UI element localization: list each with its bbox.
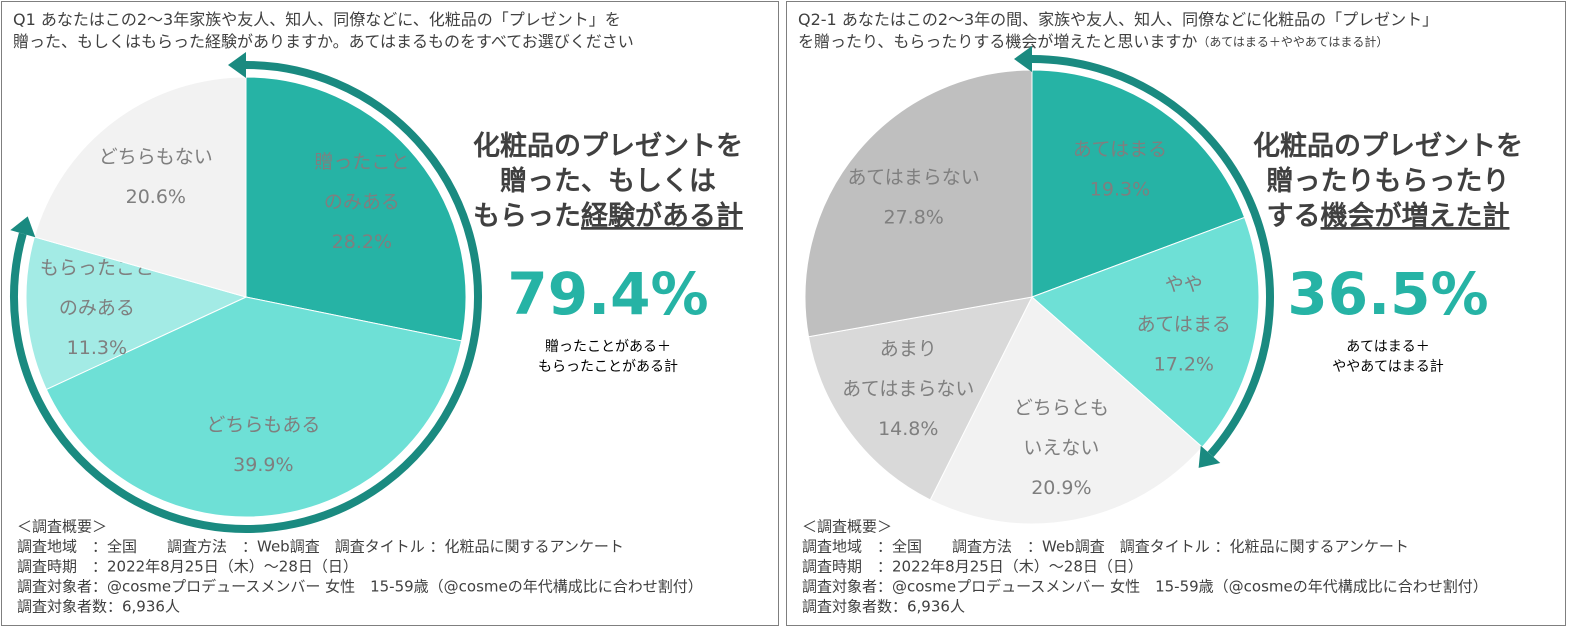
total-note: もらったことがある計 bbox=[538, 359, 678, 375]
survey-note: 調査対象者：@cosmeプロデュースメンバー 女性 15-59歳（@cosmeの… bbox=[17, 578, 703, 596]
slice-label: いえない bbox=[1023, 437, 1099, 459]
chart-title: 贈った、もしくはもらった経験がありますか。あてはまるものをすべてお選びください bbox=[13, 32, 634, 51]
survey-note: 調査対象者数：6,936人 bbox=[17, 598, 180, 616]
slice-value-label: 14.8% bbox=[878, 418, 938, 440]
chart-title: Q2-1 あなたはこの2～3年の間、家族や友人、知人、同僚などに化粧品の「プレゼ… bbox=[798, 10, 1438, 29]
slice-label: のみある bbox=[59, 297, 135, 319]
title-segment: Q2-1 あなたはこの2～3年の間、家族や友人、知人、同僚などに化粧品の「プレゼ… bbox=[798, 10, 1438, 29]
title-segment: （あてはまる＋ややあてはまる計） bbox=[1197, 34, 1388, 49]
survey-note: 調査対象者数：6,936人 bbox=[802, 598, 965, 616]
slice-label: どちらもない bbox=[99, 146, 213, 168]
headline-segment: 化粧品のプレゼントを bbox=[1253, 131, 1523, 162]
slice-label: 贈ったこと bbox=[314, 151, 409, 173]
pie-slice bbox=[1031, 216, 1260, 448]
slice-value-label: 20.6% bbox=[126, 186, 186, 208]
headline-segment: 贈った、もしくは bbox=[500, 165, 716, 197]
pie-slice bbox=[245, 76, 467, 342]
total-label: 79.4% bbox=[507, 260, 708, 328]
panel-border bbox=[786, 1, 1566, 626]
total-arc bbox=[1031, 55, 1274, 458]
pie-slice bbox=[804, 69, 1033, 338]
survey-note: 調査時期 ：2022年8月25日（木）～28日（日） bbox=[802, 558, 1143, 576]
slice-value-label: 17.2% bbox=[1154, 353, 1214, 375]
chart-title: を贈ったり、もらったりする機会が増えたと思いますか（あてはまる＋ややあてはまる計… bbox=[798, 32, 1388, 51]
headline: 贈った、もしくは bbox=[500, 165, 716, 197]
arrow-head bbox=[228, 52, 246, 78]
slice-value-label: 11.3% bbox=[67, 337, 127, 359]
slice-label: どちらもある bbox=[206, 414, 320, 436]
title-segment: を贈ったり、もらったりする機会が増えたと思いますか bbox=[798, 32, 1197, 51]
slice-label: あてはまる bbox=[1073, 139, 1167, 161]
slice-label: あまり bbox=[880, 338, 937, 360]
total-note: あてはまる＋ bbox=[1346, 339, 1429, 355]
survey-note: 調査時期 ：2022年8月25日（木）～28日（日） bbox=[17, 558, 358, 576]
pie-slice bbox=[929, 296, 1203, 525]
slice-value-label: 19.3% bbox=[1090, 179, 1150, 201]
pie-slice bbox=[1031, 69, 1246, 298]
slice-value-label: 28.2% bbox=[332, 231, 392, 253]
slice-label: やや bbox=[1165, 273, 1203, 295]
panel-border bbox=[1, 1, 779, 626]
headline-segment: もらった bbox=[473, 201, 581, 232]
pie-slice bbox=[33, 76, 247, 298]
pie-slice bbox=[25, 236, 248, 391]
headline: 贈ったりもらったり bbox=[1267, 165, 1510, 197]
total-note: 贈ったことがある＋ bbox=[545, 339, 671, 355]
chart-panel: Q2-1 あなたはこの2～3年の間、家族や友人、知人、同僚などに化粧品の「プレゼ… bbox=[786, 1, 1566, 626]
chart-panel: Q1 あなたはこの2～3年家族や友人、知人、同僚などに、化粧品の「プレゼント」を… bbox=[1, 1, 779, 626]
slice-label: どちらとも bbox=[1014, 397, 1109, 419]
headline: 化粧品のプレゼントを bbox=[473, 131, 743, 162]
arrow-head bbox=[1014, 46, 1032, 72]
total-arc bbox=[10, 61, 482, 533]
pie-slice bbox=[45, 296, 463, 518]
slice-value-label: 39.9% bbox=[233, 454, 293, 476]
total-note: ややあてはまる計 bbox=[1332, 359, 1443, 375]
headline-segment: 経験がある計 bbox=[581, 200, 743, 232]
headline-segment: 機会が増えた計 bbox=[1321, 200, 1510, 232]
arrow-head bbox=[1198, 445, 1221, 468]
slice-label: あてはまらない bbox=[848, 166, 980, 188]
headline-segment: 化粧品のプレゼントを bbox=[473, 131, 743, 162]
total-label: 36.5% bbox=[1287, 260, 1488, 328]
headline: する機会が増えた計 bbox=[1267, 200, 1510, 232]
slice-value-label: 27.8% bbox=[884, 206, 944, 228]
slice-value-label: 20.9% bbox=[1031, 477, 1091, 499]
headline: もらった経験がある計 bbox=[473, 200, 743, 232]
survey-note: ＜調査概要＞ bbox=[802, 518, 892, 536]
survey-note: ＜調査概要＞ bbox=[17, 518, 107, 536]
pie-slice bbox=[807, 296, 1033, 501]
chart-title: Q1 あなたはこの2～3年家族や友人、知人、同僚などに、化粧品の「プレゼント」を bbox=[13, 10, 621, 29]
headline-segment: する bbox=[1267, 201, 1321, 232]
headline-segment: 贈ったりもらったり bbox=[1267, 165, 1510, 197]
headline: 化粧品のプレゼントを bbox=[1253, 131, 1523, 162]
survey-note: 調査地域 ：全国 調査方法 ：Web調査 調査タイトル ：化粧品に関するアンケー… bbox=[802, 538, 1409, 556]
survey-note: 調査対象者：@cosmeプロデュースメンバー 女性 15-59歳（@cosmeの… bbox=[802, 578, 1488, 596]
survey-note: 調査地域 ：全国 調査方法 ：Web調査 調査タイトル ：化粧品に関するアンケー… bbox=[17, 538, 624, 556]
slice-label: あてはまる bbox=[1137, 313, 1231, 335]
title-segment: 贈った、もしくはもらった経験がありますか。あてはまるものをすべてお選びください bbox=[13, 32, 634, 51]
slice-label: のみある bbox=[324, 191, 400, 213]
title-segment: Q1 あなたはこの2～3年家族や友人、知人、同僚などに、化粧品の「プレゼント」を bbox=[13, 10, 621, 29]
slice-label: あてはまらない bbox=[842, 378, 974, 400]
arrow-head bbox=[10, 216, 36, 238]
